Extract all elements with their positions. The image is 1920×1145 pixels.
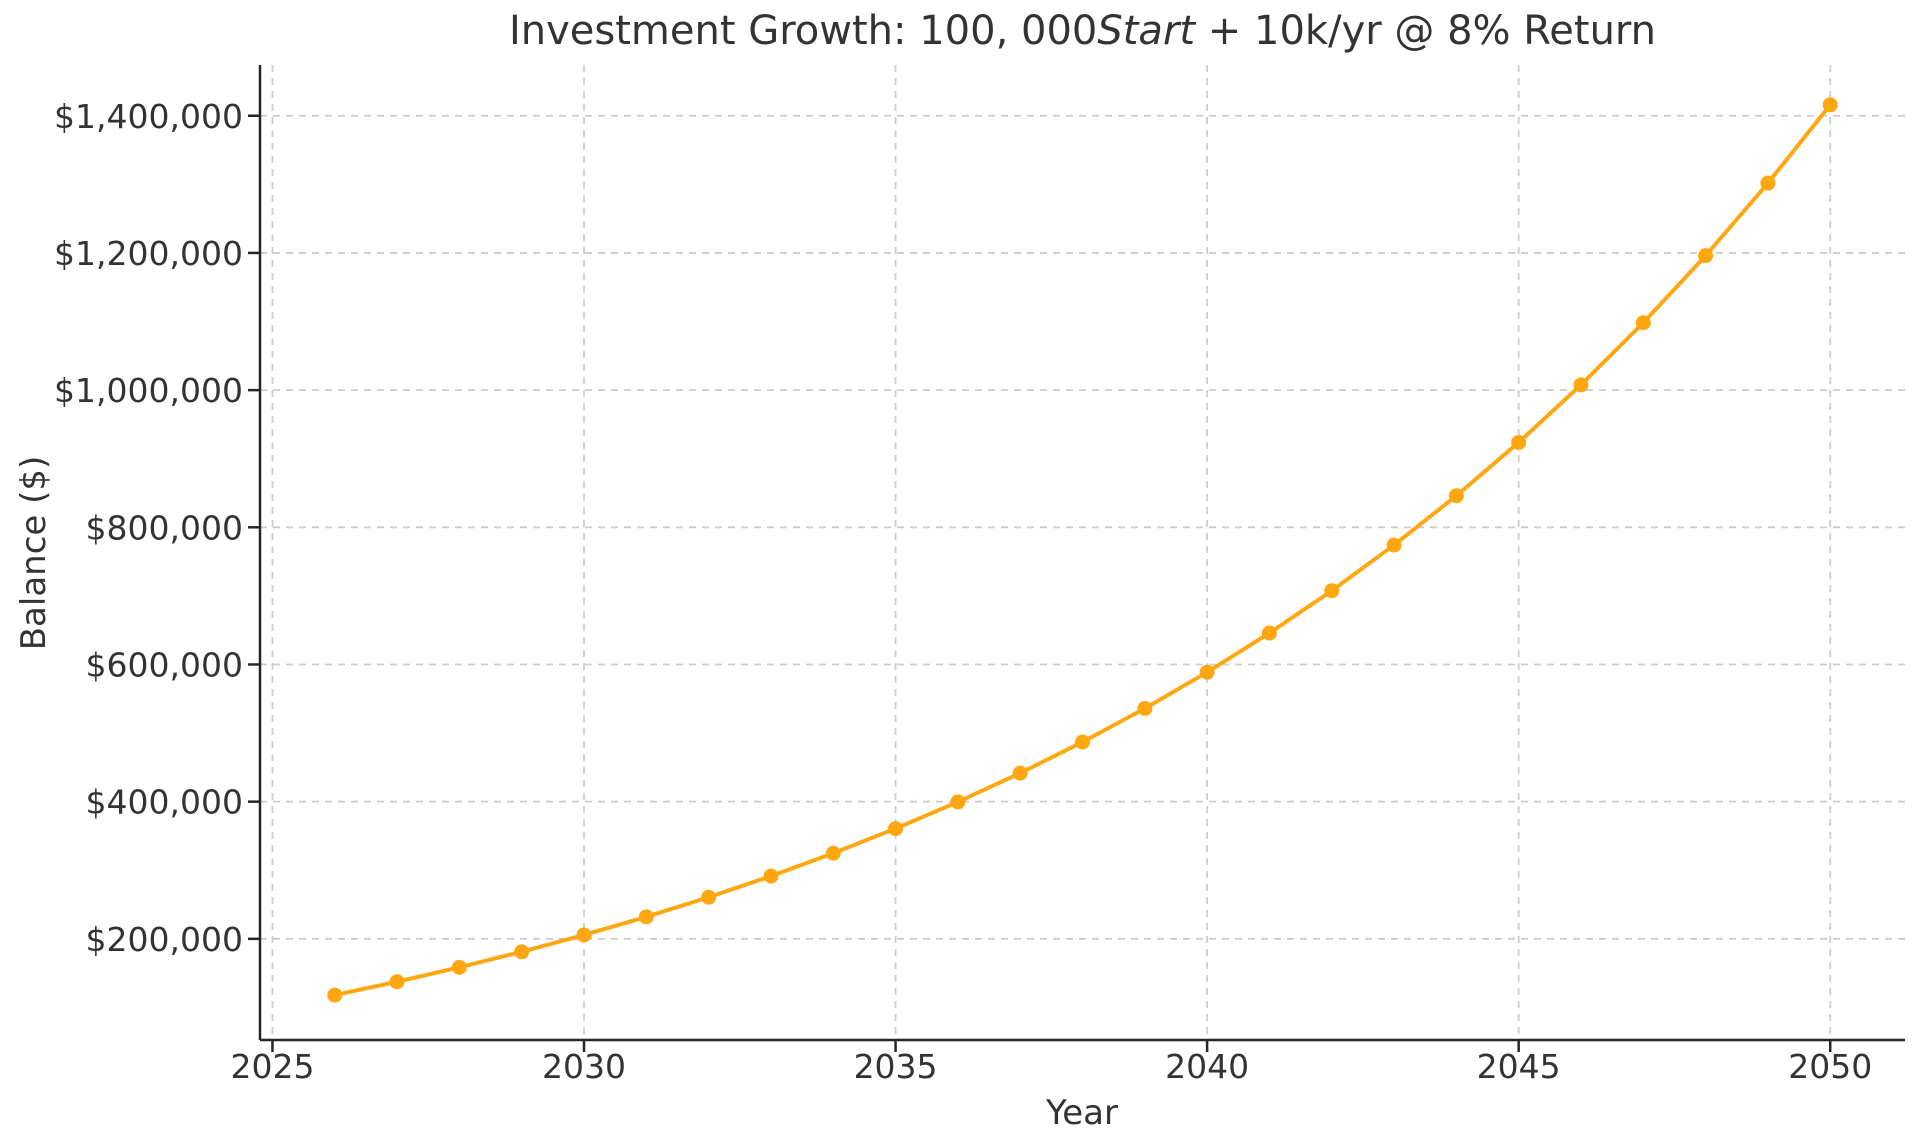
balance-marker [701,889,717,905]
chart-title-italic-start: Start [1097,8,1196,54]
axis-layer: 2025 2030 2035 2040 2045 2050 $200,000 $400,000… [54,65,1905,1086]
balance-marker [1635,315,1651,331]
y-tick-label: $200,000 [86,920,243,959]
balance-marker [1324,583,1340,599]
balance-line [332,102,1833,998]
balance-marker [1448,488,1464,504]
balance-marker [1012,765,1028,781]
balance-marker [1511,434,1527,450]
balance-marker [825,845,841,861]
chart-title-prefix: Investment Growth: 100, 000 [508,8,1098,54]
balance-marker [1386,537,1402,553]
y-axis-label: Balance ($) [14,456,54,651]
grid-layer [260,65,1905,1040]
y-tick-label: $800,000 [86,508,243,547]
balance-marker [327,987,343,1003]
balance-marker [389,974,405,990]
balance-marker [763,868,779,884]
y-tick-label: $1,200,000 [54,234,243,273]
balance-marker [1137,700,1153,716]
balance-marker [514,944,530,960]
y-tick-label: $1,400,000 [54,97,243,136]
balance-marker [950,794,966,810]
x-axis-label: Year [1045,1093,1118,1133]
x-tick-label: 2035 [854,1047,938,1086]
y-tick-label: $1,000,000 [54,371,243,410]
balance-marker [1822,97,1838,113]
balance-marker [576,927,592,943]
balance-marker [1261,625,1277,641]
balance-marker [638,909,654,925]
chart-title-suffix: + 10k/yr @ 8% Return [1195,8,1657,54]
x-tick-label: 2045 [1477,1047,1561,1086]
balance-marker [1199,664,1215,680]
chart-title: Investment Growth: 100, 000Start + 10k/y… [260,11,1905,51]
y-tick-label: $400,000 [86,783,243,822]
x-tick-label: 2025 [230,1047,314,1086]
balance-marker [1075,734,1090,750]
balance-marker [1698,248,1714,264]
balance-marker [1760,175,1776,191]
y-tick-label: $600,000 [86,645,243,684]
balance-marker [888,821,904,837]
x-tick-label: 2030 [542,1047,626,1086]
balance-marker [451,959,467,975]
series-layer [327,97,1838,1003]
x-tick-label: 2050 [1788,1047,1872,1086]
balance-marker [1573,377,1589,393]
x-tick-label: 2040 [1165,1047,1249,1086]
